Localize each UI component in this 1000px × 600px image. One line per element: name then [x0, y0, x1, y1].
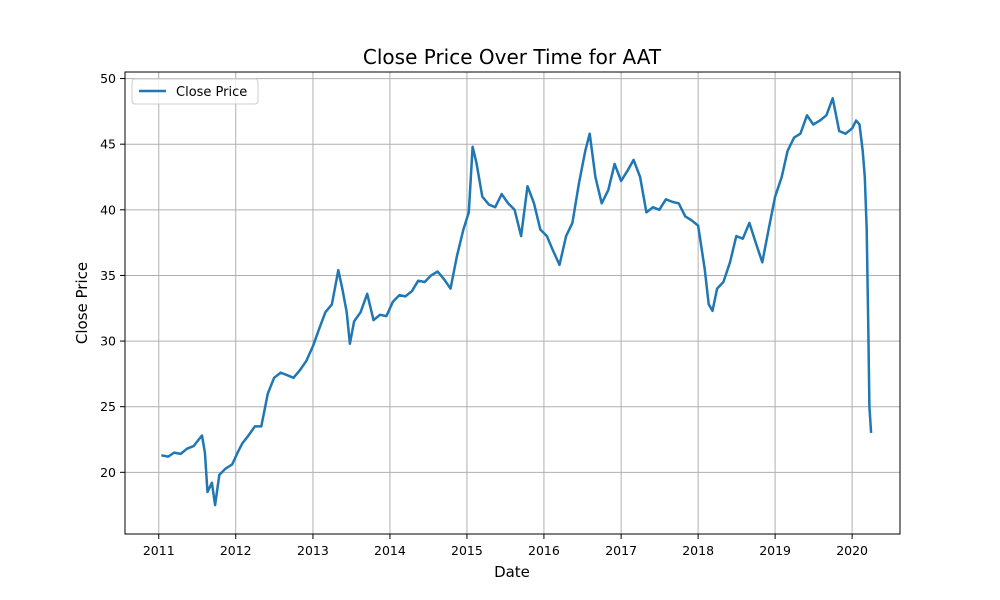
- y-axis-label: Close Price: [73, 262, 91, 344]
- y-tick-label: 20: [100, 465, 116, 480]
- x-axis: 2011 2012 2013 2014 2015 2016 2017 2018 2019 2020: [143, 534, 868, 558]
- y-tick-label: 30: [100, 334, 116, 349]
- y-tick-label: 25: [100, 399, 116, 414]
- plot-area: [161, 97, 873, 507]
- y-tick-label: 45: [100, 137, 116, 152]
- chart-title: Close Price Over Time for AAT: [363, 45, 662, 69]
- legend: Close Price: [131, 78, 259, 105]
- x-tick-label: 2012: [220, 543, 252, 558]
- x-tick-label: 2013: [297, 543, 329, 558]
- x-tick-label: 2015: [451, 543, 483, 558]
- plot-frame: [124, 71, 901, 535]
- x-axis-label: Date: [494, 563, 530, 581]
- x-tick-label: 2011: [143, 543, 175, 558]
- x-tick-label: 2019: [759, 543, 791, 558]
- y-tick-label: 40: [100, 202, 116, 217]
- grid: [125, 72, 900, 534]
- x-tick-label: 2017: [605, 543, 637, 558]
- y-tick-label: 50: [100, 71, 116, 86]
- x-tick-label: 2016: [528, 543, 560, 558]
- y-axis: 20 25 30 35 40 45 50: [100, 71, 125, 480]
- series-line-close-price: [161, 97, 873, 507]
- legend-box: [131, 78, 259, 105]
- x-tick-label: 2020: [836, 543, 868, 558]
- x-tick-label: 2014: [374, 543, 406, 558]
- y-tick-label: 35: [100, 268, 116, 283]
- x-tick-label: 2018: [682, 543, 714, 558]
- legend-label: Close Price: [176, 85, 247, 100]
